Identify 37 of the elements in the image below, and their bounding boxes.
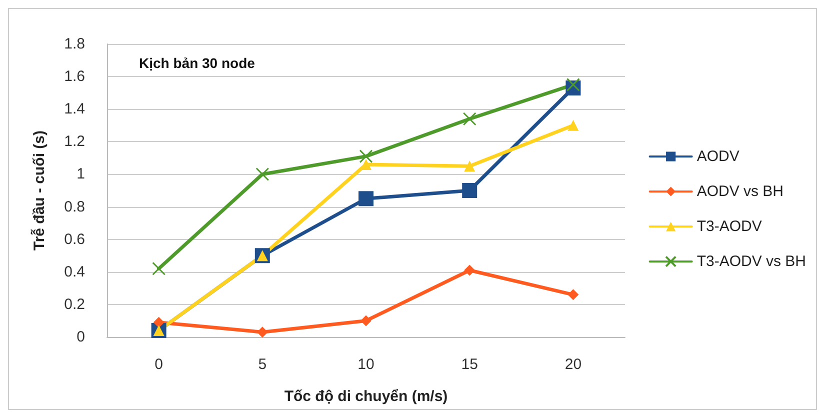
y-tick-label: 1.6 bbox=[64, 68, 85, 86]
point bbox=[462, 112, 476, 126]
point bbox=[153, 316, 164, 328]
point bbox=[464, 264, 476, 276]
point bbox=[152, 262, 166, 276]
legend-label: AODV vs BH bbox=[696, 183, 784, 200]
x-tick-label: 0 bbox=[154, 356, 163, 373]
y-tick-label: 1.4 bbox=[64, 100, 85, 118]
y-tick-label: 1 bbox=[76, 166, 85, 183]
point bbox=[256, 326, 268, 338]
y-tick-label: 0.6 bbox=[64, 230, 85, 248]
point bbox=[566, 78, 580, 92]
y-tick-label: 0 bbox=[76, 328, 85, 346]
x-tick-label: 20 bbox=[564, 356, 582, 373]
point bbox=[568, 289, 579, 300]
point bbox=[360, 158, 372, 170]
point bbox=[568, 120, 579, 131]
legend-label: T3-AODV bbox=[696, 218, 762, 235]
text: Kịch bản 30 node bbox=[139, 55, 256, 71]
y-tick-label: 0.8 bbox=[64, 198, 85, 216]
point bbox=[358, 191, 374, 206]
y-axis-title: Trễ đầu - cuối (s) bbox=[30, 130, 48, 251]
legend-label: T3-AODV vs BH bbox=[696, 253, 806, 270]
x-tick-label: 10 bbox=[358, 356, 374, 373]
point bbox=[462, 183, 478, 198]
point bbox=[256, 167, 270, 181]
x-tick-label: 15 bbox=[461, 356, 478, 373]
y-tick-label: 0.4 bbox=[64, 263, 85, 280]
legend-label: AODV bbox=[696, 148, 740, 165]
y-tick-label: 1.8 bbox=[64, 36, 85, 52]
point bbox=[359, 150, 373, 164]
point bbox=[360, 315, 372, 326]
point bbox=[464, 160, 476, 172]
y-tick-label: 0.2 bbox=[64, 296, 85, 313]
y-tick-label: 1.2 bbox=[64, 133, 85, 150]
x-axis-title: Tốc độ di chuyển (m/s) bbox=[284, 388, 448, 405]
x-tick-label: 5 bbox=[258, 356, 267, 373]
